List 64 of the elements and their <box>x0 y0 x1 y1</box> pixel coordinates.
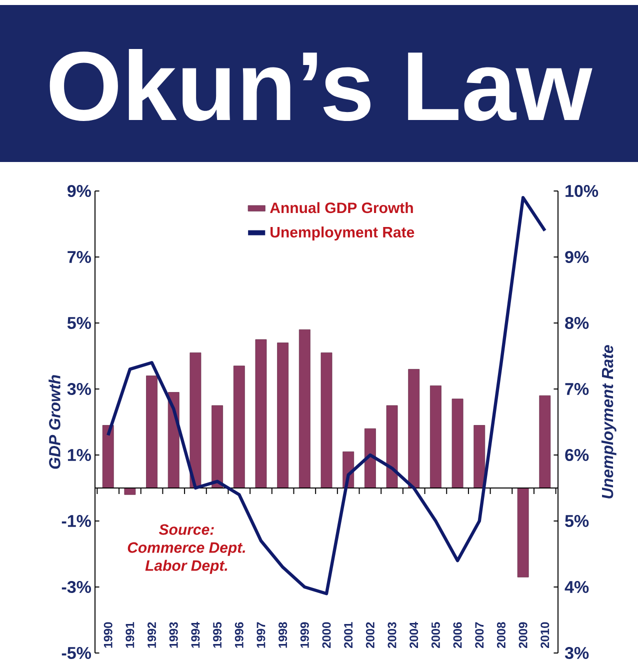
y-tick-label: -5% <box>62 647 92 660</box>
bar <box>255 339 267 488</box>
bar <box>146 376 158 488</box>
y-tick-label: 7% <box>68 251 92 263</box>
legend-label: Unemployment Rate <box>270 226 414 240</box>
y2-tick-label: 8% <box>565 316 589 330</box>
y2-tick-label: 4% <box>564 581 589 593</box>
annotation: Commerce Dept. <box>128 542 246 556</box>
annotation: Source: <box>158 524 214 535</box>
bar <box>408 369 420 488</box>
x-tick-label: 2007 <box>475 622 484 648</box>
x-tick-label: 1998 <box>278 622 288 648</box>
bar <box>212 405 224 488</box>
x-tick-label: 2000 <box>322 622 331 648</box>
y-tick-label: -3% <box>62 580 92 594</box>
bar <box>190 352 202 488</box>
y2-tick-label: 9% <box>565 250 589 264</box>
x-tick-label: 2006 <box>453 622 462 648</box>
bar <box>474 425 486 488</box>
bar <box>364 428 376 488</box>
x-tick-label: 1999 <box>300 622 309 648</box>
x-tick-label: 2008 <box>496 622 506 648</box>
bar <box>277 342 289 488</box>
y2-tick-label: 10% <box>566 184 598 198</box>
legend-label: Annual GDP Growth <box>270 202 413 214</box>
y-tick-label: 1% <box>68 449 92 461</box>
x-tick-label: 2002 <box>366 622 374 648</box>
bar <box>124 488 136 495</box>
x-tick-label: 1991 <box>126 622 134 648</box>
x-tick-label: 2009 <box>518 622 528 648</box>
bar <box>298 329 310 488</box>
x-tick-label: 1997 <box>256 622 266 648</box>
y-tick-label: 9% <box>67 184 92 198</box>
x-tick-label: 1996 <box>234 622 244 648</box>
y2-tick-label: 3% <box>564 646 589 660</box>
y-tick-label: 5% <box>67 317 92 330</box>
bar <box>233 366 245 488</box>
y-tick-label: 3% <box>67 382 92 396</box>
bar <box>452 398 464 488</box>
y-tick-label: -1% <box>62 515 92 527</box>
bar <box>517 488 529 578</box>
x-tick-label: 1993 <box>169 622 178 648</box>
bar <box>386 405 398 488</box>
y2-tick-label: 6% <box>565 448 589 462</box>
bar <box>539 395 551 488</box>
x-tick-label: 2010 <box>540 622 550 648</box>
y2-tick-label: 7% <box>565 383 589 395</box>
x-tick-label: 2004 <box>410 622 418 648</box>
y2-tick-label: 5% <box>565 515 589 528</box>
x-tick-label: 1990 <box>104 622 112 648</box>
y2-axis-title: Unemployment Rate <box>601 345 616 498</box>
x-tick-label: 2003 <box>388 622 396 648</box>
y-axis-title: GDP Growth <box>48 375 60 469</box>
x-tick-label: 2005 <box>431 622 440 648</box>
line-series <box>106 196 546 596</box>
chart-title: Okun’s Law <box>50 49 592 121</box>
bar <box>430 386 442 488</box>
annotation: Labor Dept. <box>145 560 228 574</box>
x-tick-label: 1994 <box>191 622 200 648</box>
bar <box>320 352 332 488</box>
bar <box>102 425 114 488</box>
x-tick-label: 2001 <box>344 622 353 648</box>
x-tick-label: 1992 <box>148 622 156 648</box>
x-tick-label: 1995 <box>213 622 222 648</box>
